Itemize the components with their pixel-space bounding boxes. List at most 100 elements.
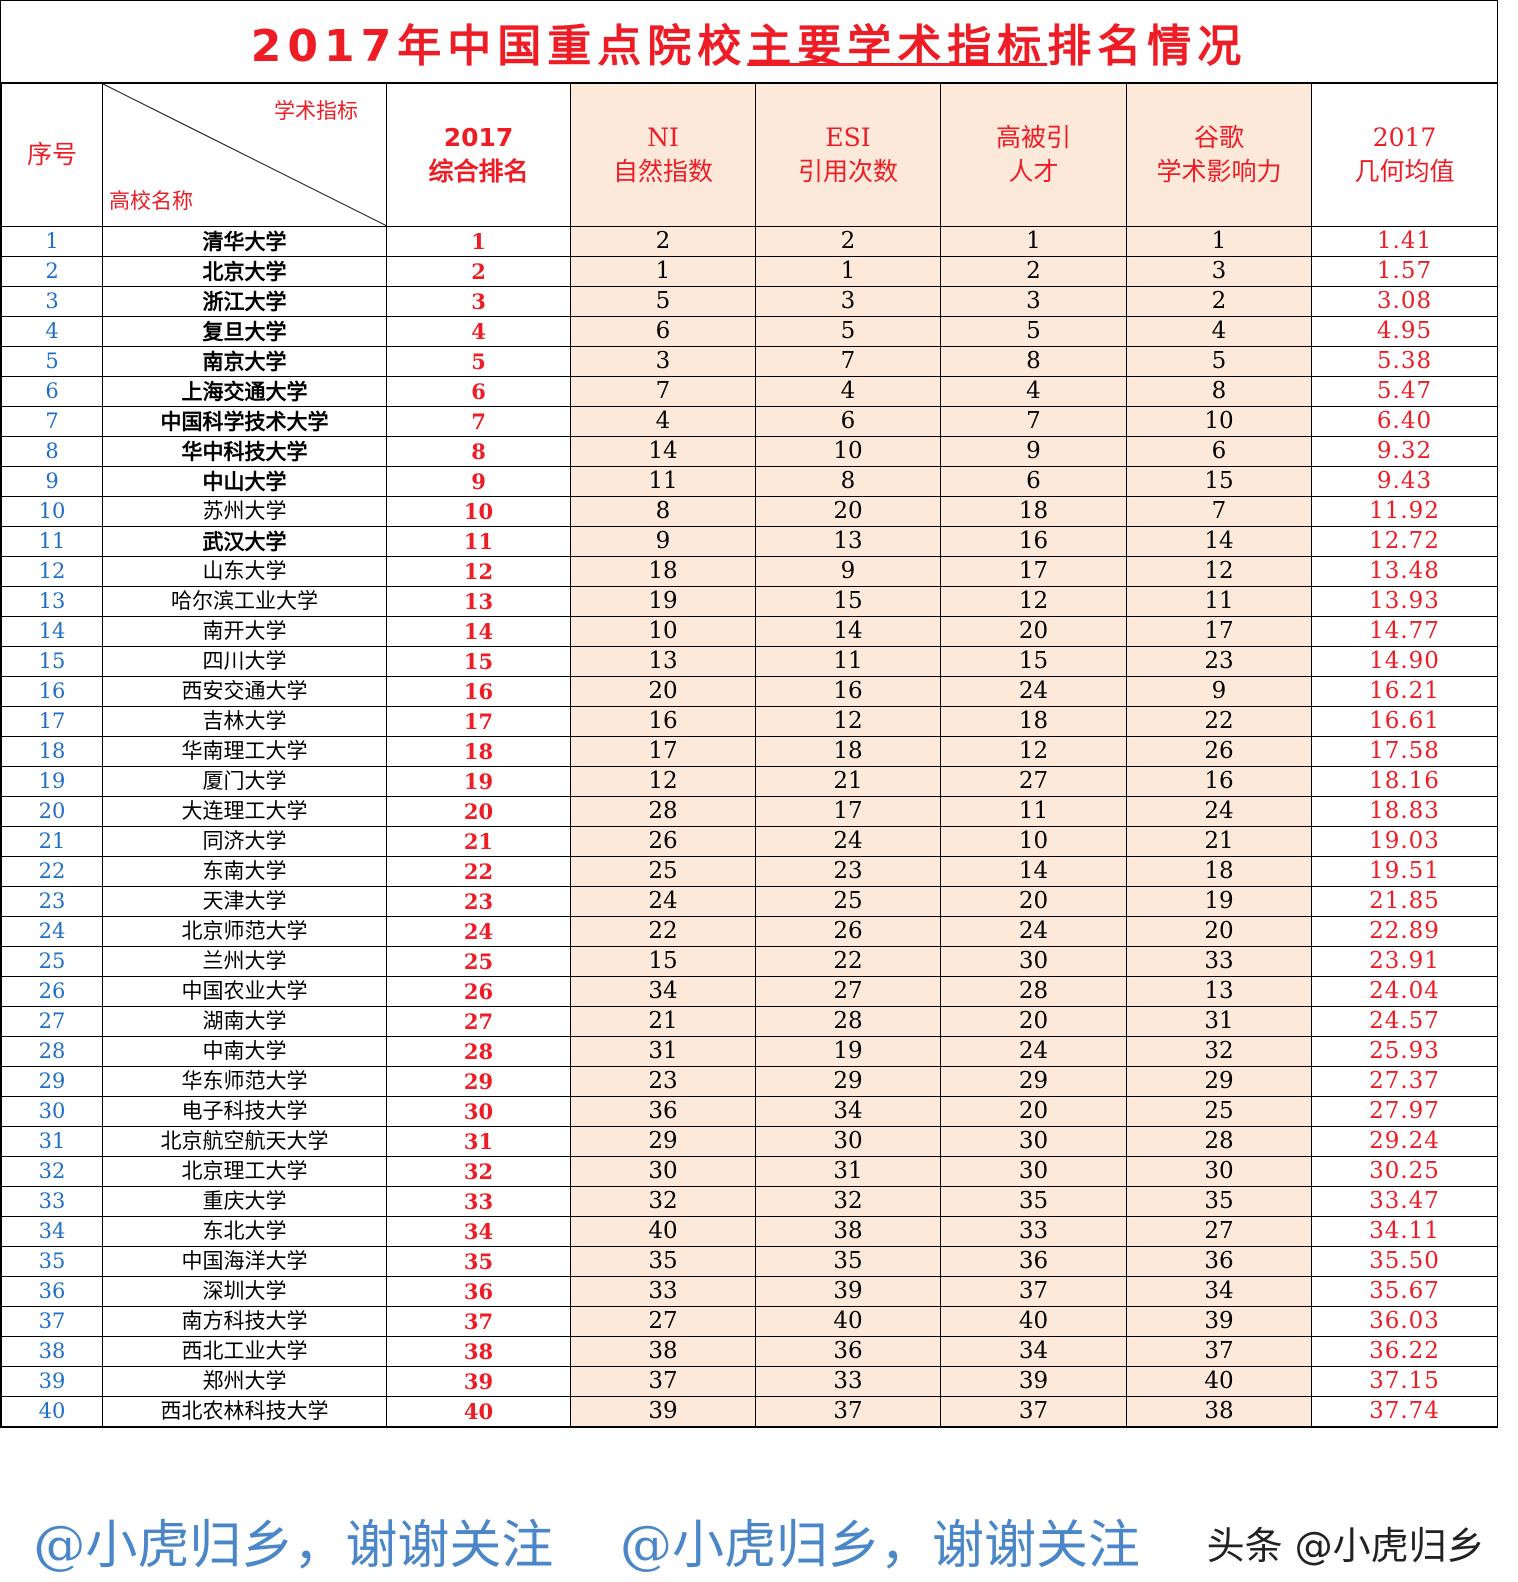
google-scholar-rank: 8 bbox=[1126, 376, 1312, 407]
highly-cited-rank: 5 bbox=[940, 316, 1127, 347]
row-index: 29 bbox=[1, 1066, 103, 1097]
highly-cited-rank: 18 bbox=[940, 706, 1127, 737]
ni-rank: 18 bbox=[570, 556, 756, 587]
header-line: ESI bbox=[825, 123, 871, 152]
highly-cited-rank: 9 bbox=[940, 436, 1127, 467]
ni-rank: 13 bbox=[570, 646, 756, 677]
table-row: 21 同济大学 21 26 24 10 21 19.03 bbox=[1, 826, 1498, 857]
school-name: 浙江大学 bbox=[102, 286, 387, 317]
table-row: 6 上海交通大学 6 7 4 4 8 5.47 bbox=[1, 376, 1498, 407]
overall-rank: 18 bbox=[386, 736, 571, 767]
table-row: 31 北京航空航天大学 31 29 30 30 28 29.24 bbox=[1, 1126, 1498, 1157]
geometric-mean: 22.89 bbox=[1311, 916, 1498, 947]
google-scholar-rank: 22 bbox=[1126, 706, 1312, 737]
header-highly-cited: 高被引 人才 bbox=[940, 83, 1127, 227]
ni-rank: 22 bbox=[570, 916, 756, 947]
geometric-mean: 27.37 bbox=[1311, 1066, 1498, 1097]
ranking-sheet: 2017年中国重点院校 主要学术指标 排名情况 序号 学术指标 高校名称 2017 综… bbox=[0, 0, 1498, 1428]
school-name: 大连理工大学 bbox=[102, 796, 387, 827]
ni-rank: 16 bbox=[570, 706, 756, 737]
table-row: 38 西北工业大学 38 38 36 34 37 36.22 bbox=[1, 1336, 1498, 1367]
header-ni: NI 自然指数 bbox=[570, 83, 756, 227]
highly-cited-rank: 15 bbox=[940, 646, 1127, 677]
highly-cited-rank: 8 bbox=[940, 346, 1127, 377]
highly-cited-rank: 20 bbox=[940, 1006, 1127, 1037]
ni-rank: 2 bbox=[570, 226, 756, 257]
row-index: 15 bbox=[1, 646, 103, 677]
ni-rank: 40 bbox=[570, 1216, 756, 1247]
diagonal-line bbox=[103, 84, 386, 226]
highly-cited-rank: 2 bbox=[940, 256, 1127, 287]
google-scholar-rank: 31 bbox=[1126, 1006, 1312, 1037]
school-name: 中国海洋大学 bbox=[102, 1246, 387, 1277]
geometric-mean: 11.92 bbox=[1311, 496, 1498, 527]
overall-rank: 5 bbox=[386, 346, 571, 377]
geometric-mean: 16.61 bbox=[1311, 706, 1498, 737]
google-scholar-rank: 14 bbox=[1126, 526, 1312, 557]
school-name: 华南理工大学 bbox=[102, 736, 387, 767]
row-index: 22 bbox=[1, 856, 103, 887]
esi-rank: 1 bbox=[755, 256, 941, 287]
school-name: 北京理工大学 bbox=[102, 1156, 387, 1187]
ni-rank: 21 bbox=[570, 1006, 756, 1037]
row-index: 2 bbox=[1, 256, 103, 287]
geometric-mean: 9.32 bbox=[1311, 436, 1498, 467]
geometric-mean: 17.58 bbox=[1311, 736, 1498, 767]
google-scholar-rank: 5 bbox=[1126, 346, 1312, 377]
esi-rank: 9 bbox=[755, 556, 941, 587]
school-name: 厦门大学 bbox=[102, 766, 387, 797]
highly-cited-rank: 7 bbox=[940, 406, 1127, 437]
overall-rank: 15 bbox=[386, 646, 571, 677]
google-scholar-rank: 33 bbox=[1126, 946, 1312, 977]
watermark-corner: 头条 @小虎归乡 bbox=[1206, 1524, 1485, 1568]
overall-rank: 34 bbox=[386, 1216, 571, 1247]
geometric-mean: 27.97 bbox=[1311, 1096, 1498, 1127]
esi-rank: 16 bbox=[755, 676, 941, 707]
google-scholar-rank: 10 bbox=[1126, 406, 1312, 437]
highly-cited-rank: 29 bbox=[940, 1066, 1127, 1097]
school-name: 哈尔滨工业大学 bbox=[102, 586, 387, 617]
row-index: 5 bbox=[1, 346, 103, 377]
table-row: 11 武汉大学 11 9 13 16 14 12.72 bbox=[1, 526, 1498, 557]
row-index: 8 bbox=[1, 436, 103, 467]
geometric-mean: 19.03 bbox=[1311, 826, 1498, 857]
row-index: 27 bbox=[1, 1006, 103, 1037]
school-name: 北京大学 bbox=[102, 256, 387, 287]
table-row: 2 北京大学 2 1 1 2 3 1.57 bbox=[1, 256, 1498, 287]
table-row: 39 郑州大学 39 37 33 39 40 37.15 bbox=[1, 1366, 1498, 1397]
google-scholar-rank: 23 bbox=[1126, 646, 1312, 677]
school-name: 四川大学 bbox=[102, 646, 387, 677]
google-scholar-rank: 35 bbox=[1126, 1186, 1312, 1217]
table-row: 40 西北农林科技大学 40 39 37 37 38 37.74 bbox=[1, 1396, 1498, 1427]
school-name: 南京大学 bbox=[102, 346, 387, 377]
google-scholar-rank: 3 bbox=[1126, 256, 1312, 287]
header-line: 2017 bbox=[443, 123, 514, 152]
header-line: 人才 bbox=[1008, 157, 1059, 186]
highly-cited-rank: 30 bbox=[940, 1126, 1127, 1157]
ni-rank: 26 bbox=[570, 826, 756, 857]
overall-rank: 14 bbox=[386, 616, 571, 647]
table-body: 1 清华大学 1 2 2 1 1 1.41 2 北京大学 2 1 1 2 3 1.57 3 浙江大学 3 5 3 3 2 3.… bbox=[1, 226, 1498, 1427]
overall-rank: 13 bbox=[386, 586, 571, 617]
row-index: 25 bbox=[1, 946, 103, 977]
table-row: 35 中国海洋大学 35 35 35 36 36 35.50 bbox=[1, 1246, 1498, 1277]
geometric-mean: 5.38 bbox=[1311, 346, 1498, 377]
ni-rank: 20 bbox=[570, 676, 756, 707]
overall-rank: 39 bbox=[386, 1366, 571, 1397]
highly-cited-rank: 35 bbox=[940, 1186, 1127, 1217]
esi-rank: 38 bbox=[755, 1216, 941, 1247]
ni-rank: 8 bbox=[570, 496, 756, 527]
ni-rank: 24 bbox=[570, 886, 756, 917]
geometric-mean: 33.47 bbox=[1311, 1186, 1498, 1217]
geometric-mean: 23.91 bbox=[1311, 946, 1498, 977]
overall-rank: 2 bbox=[386, 256, 571, 287]
google-scholar-rank: 21 bbox=[1126, 826, 1312, 857]
row-index: 36 bbox=[1, 1276, 103, 1307]
esi-rank: 13 bbox=[755, 526, 941, 557]
table-row: 18 华南理工大学 18 17 18 12 26 17.58 bbox=[1, 736, 1498, 767]
row-index: 1 bbox=[1, 226, 103, 257]
esi-rank: 5 bbox=[755, 316, 941, 347]
geometric-mean: 1.41 bbox=[1311, 226, 1498, 257]
geometric-mean: 14.90 bbox=[1311, 646, 1498, 677]
title-underlined: 主要学术指标 bbox=[747, 20, 1048, 72]
